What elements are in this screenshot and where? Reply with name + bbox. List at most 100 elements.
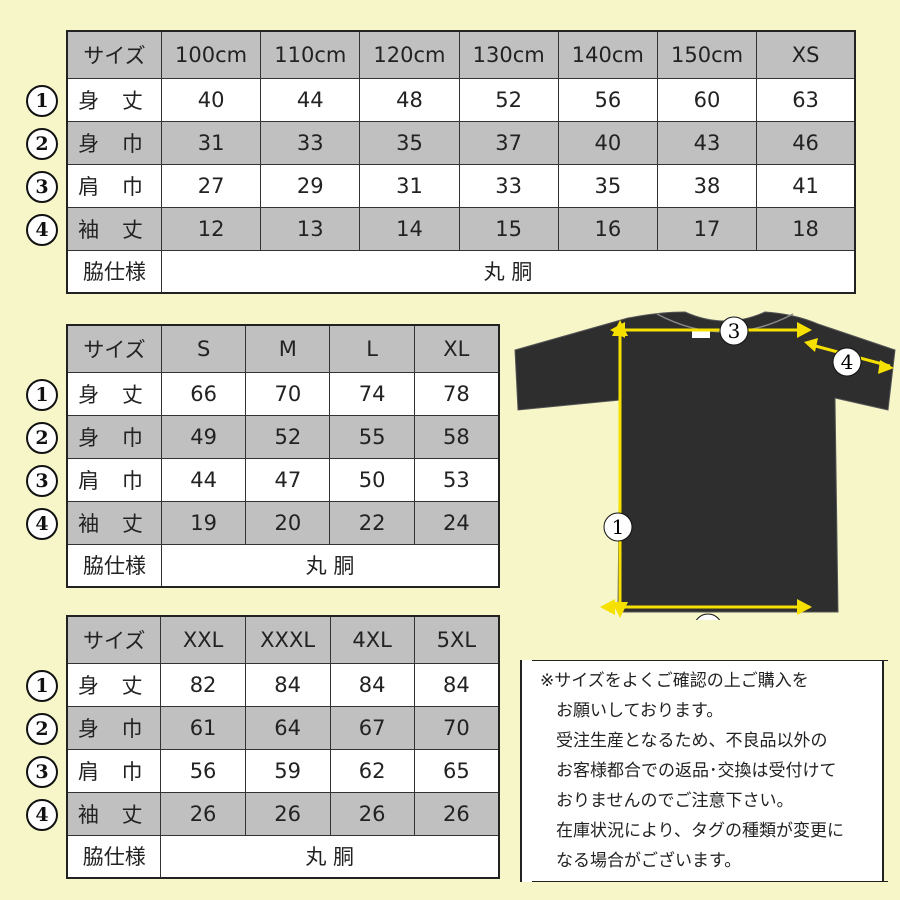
header-cell: XL bbox=[413, 324, 500, 373]
row-label: 身 丈 bbox=[66, 662, 162, 707]
circled-number-3: 3 bbox=[26, 465, 58, 497]
header-cell: サイズ bbox=[66, 30, 162, 79]
note-line: なる場合がございます。 bbox=[556, 851, 742, 871]
header-cell: 130cm bbox=[458, 30, 559, 79]
table-row: 袖 丈 12 13 14 15 16 17 18 bbox=[66, 206, 856, 251]
note-line: お客様都合での返品･交換は受付けて bbox=[556, 761, 837, 781]
value-cell: 24 bbox=[413, 500, 500, 545]
row-label: 袖 丈 bbox=[66, 206, 162, 251]
table-row: 肩 巾 56 59 62 65 bbox=[66, 748, 500, 793]
row-label: 身 巾 bbox=[66, 705, 162, 750]
note-line: 在庫状況により、タグの種類が変更に bbox=[556, 821, 844, 841]
value-cell: 38 bbox=[656, 163, 758, 208]
value-cell: 82 bbox=[160, 662, 246, 707]
header-cell: S bbox=[160, 324, 247, 373]
size-table-3: サイズ XXL XXXL 4XL 5XL 身 丈 82 84 84 84 身 巾 61 64 67 70 肩 … bbox=[66, 615, 500, 879]
circled-number-2: 2 bbox=[26, 713, 58, 745]
value-cell: 26 bbox=[160, 791, 246, 836]
value-cell: 49 bbox=[160, 414, 247, 459]
size-table-2: サイズ S M L XL 身 丈 66 70 74 78 身 巾 49 52 55 58 肩 巾 44 47 50 5… bbox=[66, 324, 500, 588]
note-line: 受注生産となるため、不良品以外の bbox=[556, 731, 828, 751]
value-cell: 15 bbox=[458, 206, 559, 251]
marker-1: 1 bbox=[612, 515, 625, 539]
side-spec-label: 脇仕様 bbox=[66, 543, 162, 588]
table-row: 袖 丈 19 20 22 24 bbox=[66, 500, 500, 545]
header-row: サイズ XXL XXXL 4XL 5XL bbox=[66, 615, 500, 664]
value-cell: 62 bbox=[329, 748, 415, 793]
notice-box: ※サイズをよくご確認の上ご購入を お願いしております。 受注生産となるため、不良… bbox=[520, 660, 888, 882]
header-cell: 140cm bbox=[557, 30, 658, 79]
table-row: 身 丈 82 84 84 84 bbox=[66, 662, 500, 707]
value-cell: 27 bbox=[160, 163, 262, 208]
side-spec-row: 脇仕様丸 胴 bbox=[66, 834, 500, 879]
value-cell: 37 bbox=[458, 120, 559, 165]
table-row: 身 丈 40 44 48 52 56 60 63 bbox=[66, 77, 856, 122]
row-label: 身 丈 bbox=[66, 77, 162, 122]
value-cell: 66 bbox=[160, 371, 247, 416]
value-cell: 14 bbox=[359, 206, 460, 251]
value-cell: 64 bbox=[244, 705, 331, 750]
value-cell: 31 bbox=[160, 120, 262, 165]
header-cell: 100cm bbox=[160, 30, 262, 79]
header-cell: 110cm bbox=[260, 30, 361, 79]
value-cell: 52 bbox=[245, 414, 331, 459]
value-cell: 47 bbox=[245, 457, 331, 502]
row-label: 肩 巾 bbox=[66, 748, 162, 793]
value-cell: 43 bbox=[656, 120, 758, 165]
value-cell: 18 bbox=[756, 206, 856, 251]
value-cell: 12 bbox=[160, 206, 262, 251]
value-cell: 61 bbox=[160, 705, 246, 750]
side-spec-label: 脇仕様 bbox=[66, 834, 162, 879]
value-cell: 41 bbox=[756, 163, 856, 208]
value-cell: 19 bbox=[160, 500, 247, 545]
circled-number-2: 2 bbox=[26, 422, 58, 454]
value-cell: 84 bbox=[244, 662, 331, 707]
value-cell: 26 bbox=[413, 791, 500, 836]
marker-3: 3 bbox=[728, 319, 741, 343]
value-cell: 53 bbox=[413, 457, 500, 502]
circled-number-4: 4 bbox=[26, 508, 58, 540]
table-row: 身 丈 66 70 74 78 bbox=[66, 371, 500, 416]
circled-number-4: 4 bbox=[26, 214, 58, 246]
value-cell: 84 bbox=[329, 662, 415, 707]
row-label: 身 巾 bbox=[66, 414, 162, 459]
circled-number-3: 3 bbox=[26, 171, 58, 203]
header-cell: サイズ bbox=[66, 615, 162, 664]
tag-icon bbox=[692, 330, 710, 338]
value-cell: 17 bbox=[656, 206, 758, 251]
header-row: サイズ S M L XL bbox=[66, 324, 500, 373]
value-cell: 60 bbox=[656, 77, 758, 122]
note-line: お願いしております。 bbox=[556, 701, 724, 721]
circled-number-4: 4 bbox=[26, 799, 58, 831]
header-cell: XXL bbox=[160, 615, 246, 664]
note-line: ※サイズをよくご確認の上ご購入を bbox=[540, 671, 809, 691]
value-cell: 50 bbox=[329, 457, 415, 502]
value-cell: 70 bbox=[245, 371, 331, 416]
value-cell: 44 bbox=[260, 77, 361, 122]
circled-number-1: 1 bbox=[26, 379, 58, 411]
value-cell: 67 bbox=[329, 705, 415, 750]
header-cell: M bbox=[245, 324, 331, 373]
side-spec-value: 丸 胴 bbox=[161, 249, 856, 294]
value-cell: 78 bbox=[413, 371, 500, 416]
value-cell: 52 bbox=[458, 77, 559, 122]
table-row: 肩 巾 27 29 31 33 35 38 41 bbox=[66, 163, 856, 208]
header-cell: XS bbox=[756, 30, 856, 79]
side-spec-row: 脇仕様丸 胴 bbox=[66, 543, 500, 588]
value-cell: 16 bbox=[557, 206, 658, 251]
row-label: 肩 巾 bbox=[66, 163, 162, 208]
row-label: 袖 丈 bbox=[66, 791, 162, 836]
side-spec-value: 丸 胴 bbox=[160, 834, 500, 879]
side-spec-label: 脇仕様 bbox=[66, 249, 162, 294]
value-cell: 74 bbox=[329, 371, 415, 416]
value-cell: 46 bbox=[756, 120, 856, 165]
size-table-1: サイズ 100cm 110cm 120cm 130cm 140cm 150cm XS 身 丈 40… bbox=[66, 30, 856, 294]
value-cell: 35 bbox=[557, 163, 658, 208]
table-row: 身 巾 31 33 35 37 40 43 46 bbox=[66, 120, 856, 165]
value-cell: 56 bbox=[160, 748, 246, 793]
side-spec-value: 丸 胴 bbox=[161, 543, 500, 588]
circled-number-1: 1 bbox=[26, 85, 58, 117]
marker-2: 2 bbox=[702, 616, 715, 620]
value-cell: 31 bbox=[359, 163, 460, 208]
value-cell: 22 bbox=[329, 500, 415, 545]
